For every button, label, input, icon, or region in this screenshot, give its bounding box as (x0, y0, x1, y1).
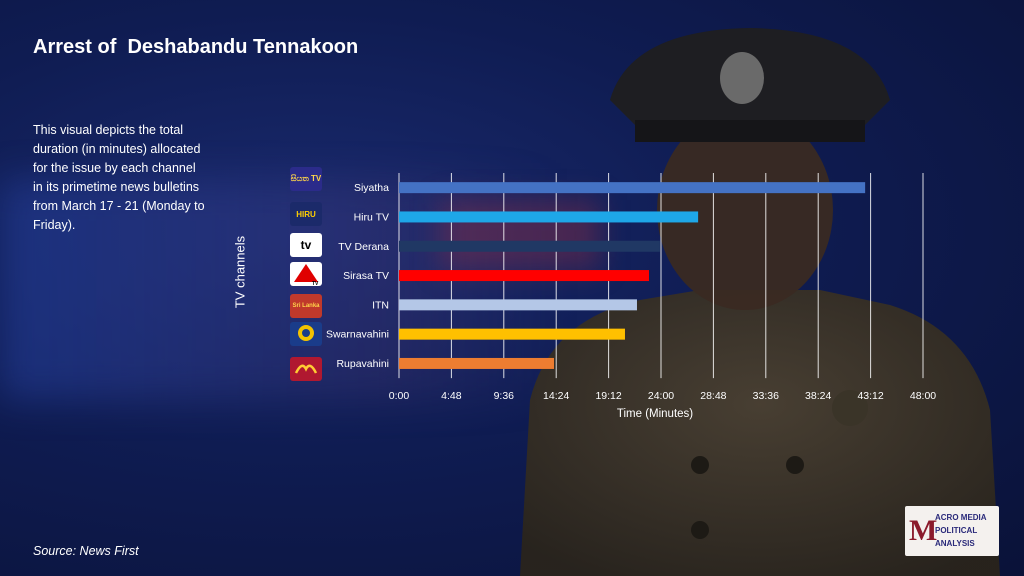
brand-logo: M ACRO MEDIA POLITICAL ANALYSIS (905, 506, 999, 556)
svg-text:TV: TV (312, 281, 319, 286)
page-title: Arrest of Deshabandu Tennakoon (33, 36, 359, 58)
source-note: Source: News First (33, 544, 139, 558)
siyatha-logo-icon: සියත TV (290, 167, 322, 191)
x-tick-label: 0:00 (389, 390, 410, 402)
swarnavahini-logo-icon (290, 322, 322, 346)
brand-line-1: ACRO MEDIA (935, 513, 987, 522)
y-tick-label: ITN (372, 299, 389, 311)
x-tick-label: 38:24 (805, 390, 831, 402)
y-tick-label: Rupavahini (336, 358, 389, 370)
bar (399, 357, 555, 369)
bar (399, 299, 637, 311)
x-tick-label: 14:24 (543, 390, 569, 402)
y-tick-label: Swarnavahini (326, 329, 389, 341)
itn-logo-icon: Sri Lanka (290, 294, 322, 318)
brand-line-3: ANALYSIS (935, 539, 975, 548)
officer-photo (520, 28, 1000, 576)
x-tick-label: 48:00 (910, 390, 936, 402)
chart-description: This visual depicts the total duration (… (33, 123, 205, 232)
y-tick-label: TV Derana (338, 241, 389, 253)
x-axis-label: Time (Minutes) (617, 408, 693, 420)
x-tick-label: 9:36 (494, 390, 515, 402)
x-tick-label: 43:12 (857, 390, 883, 402)
x-tick-label: 19:12 (595, 390, 621, 402)
y-tick-label: Siyatha (354, 182, 389, 194)
y-tick-label: Hiru TV (354, 211, 389, 223)
svg-text:M: M (909, 514, 937, 547)
y-tick-label: Sirasa TV (343, 270, 389, 282)
bar (399, 211, 699, 223)
x-tick-label: 4:48 (441, 390, 462, 402)
bar (399, 270, 649, 282)
sirasa-logo-icon: TV (290, 262, 322, 286)
x-tick-label: 28:48 (700, 390, 726, 402)
derana-logo-icon: tv (290, 233, 322, 257)
x-tick-label: 33:36 (753, 390, 779, 402)
bar (399, 328, 625, 340)
rupavahini-logo-icon (290, 357, 322, 381)
bar (399, 182, 866, 194)
bar (399, 240, 660, 252)
hiru-logo-icon: HIRU (290, 202, 322, 226)
brand-line-2: POLITICAL (935, 526, 977, 535)
x-tick-label: 24:00 (648, 390, 674, 402)
